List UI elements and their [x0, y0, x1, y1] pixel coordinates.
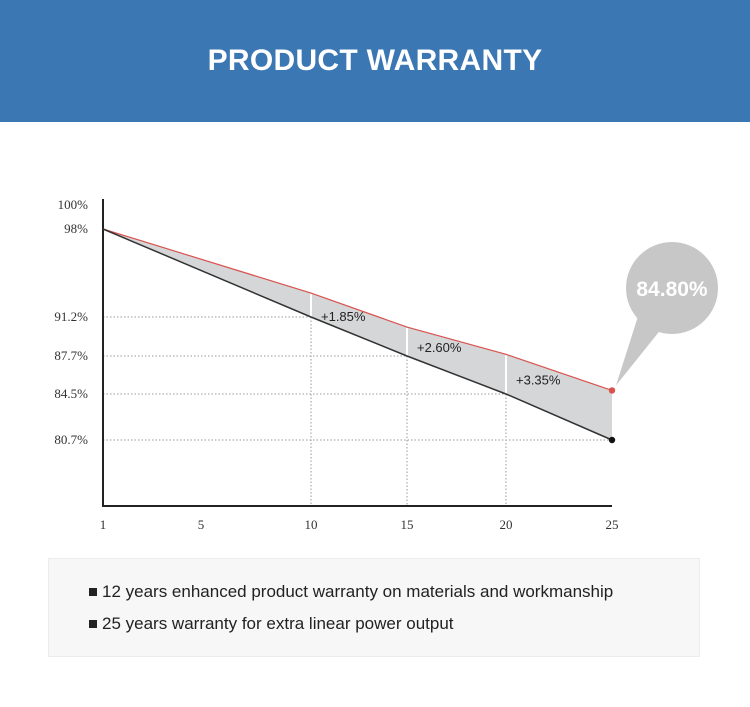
info-box: 12 years enhanced product warranty on ma…: [48, 558, 700, 657]
x-tick-label: 10: [305, 517, 318, 532]
y-tick-label: 87.7%: [54, 348, 88, 363]
info-item-text: 25 years warranty for extra linear power…: [102, 614, 454, 633]
info-item: 12 years enhanced product warranty on ma…: [89, 581, 699, 613]
series-line-enhanced: [102, 228, 613, 392]
callout-value: 84.80%: [636, 278, 708, 301]
y-tick-label: 100%: [58, 197, 89, 212]
x-tick-label: 5: [198, 517, 205, 532]
gain-label: +1.85%: [321, 309, 366, 324]
data-point-end-standard: [608, 436, 616, 444]
gain-label: +2.60%: [417, 340, 462, 355]
x-tick-label: 1: [100, 517, 107, 532]
y-tick-label: 98%: [64, 221, 88, 236]
info-item-text: 12 years enhanced product warranty on ma…: [102, 582, 614, 601]
info-item: 25 years warranty for extra linear power…: [89, 613, 699, 645]
square-bullet-icon: [89, 620, 97, 628]
series-line-standard: [102, 228, 613, 441]
x-tick-label: 25: [606, 517, 619, 532]
data-point-end-enhanced: [608, 387, 616, 394]
y-tick-label: 91.2%: [54, 309, 88, 324]
x-tick-label: 20: [500, 517, 513, 532]
page-title: PRODUCT WARRANTY: [207, 44, 543, 77]
warranty-chart: 100%98%91.2%87.7%84.5%80.7%1 5 10 15 20 25+1.…: [54, 197, 718, 532]
header-banner: PRODUCT WARRANTY: [0, 0, 750, 122]
gain-area: [103, 229, 612, 440]
square-bullet-icon: [89, 588, 97, 596]
x-tick-label: 15: [401, 517, 414, 532]
callout-bubble: [626, 242, 718, 334]
gain-label: +3.35%: [516, 372, 561, 387]
y-tick-label: 84.5%: [54, 386, 88, 401]
y-tick-label: 80.7%: [54, 432, 88, 447]
callout-pointer: [616, 310, 662, 386]
